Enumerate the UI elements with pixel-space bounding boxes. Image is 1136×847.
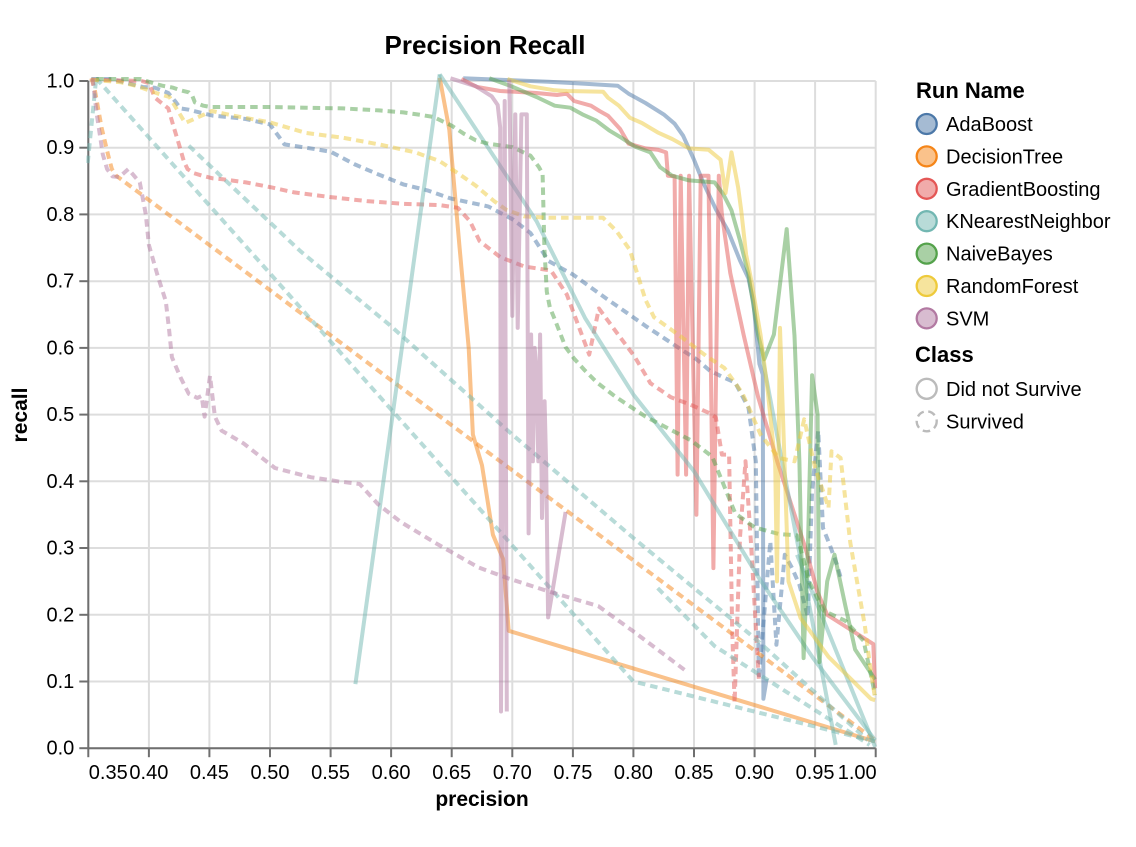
svg-text:0.7: 0.7 xyxy=(46,271,74,293)
svg-text:0.45: 0.45 xyxy=(190,762,229,784)
svg-text:0.65: 0.65 xyxy=(432,762,471,784)
svg-text:0.1: 0.1 xyxy=(46,671,74,693)
svg-text:0.35: 0.35 xyxy=(89,762,128,784)
svg-text:1.00: 1.00 xyxy=(838,762,877,784)
svg-text:0.5: 0.5 xyxy=(46,404,74,426)
svg-text:0.2: 0.2 xyxy=(46,604,74,626)
svg-text:0.80: 0.80 xyxy=(614,762,653,784)
svg-text:0.75: 0.75 xyxy=(553,762,592,784)
svg-text:0.50: 0.50 xyxy=(251,762,290,784)
svg-text:0.70: 0.70 xyxy=(493,762,532,784)
svg-text:precision: precision xyxy=(435,788,528,811)
svg-text:Did not Survive: Did not Survive xyxy=(946,379,1082,401)
svg-text:0.9: 0.9 xyxy=(46,137,74,159)
svg-text:Survived: Survived xyxy=(946,411,1024,433)
svg-text:1.0: 1.0 xyxy=(46,71,74,93)
svg-text:Run Name: Run Name xyxy=(916,78,1025,103)
svg-text:0.6: 0.6 xyxy=(46,337,74,359)
svg-text:GradientBoosting: GradientBoosting xyxy=(946,179,1101,201)
svg-text:0.0: 0.0 xyxy=(46,738,74,760)
svg-text:0.40: 0.40 xyxy=(129,762,168,784)
svg-text:KNearestNeighbor: KNearestNeighbor xyxy=(946,211,1111,233)
svg-text:recall: recall xyxy=(9,388,32,443)
svg-text:0.90: 0.90 xyxy=(735,762,774,784)
svg-text:Class: Class xyxy=(915,342,974,367)
svg-text:RandomForest: RandomForest xyxy=(946,276,1079,298)
svg-text:DecisionTree: DecisionTree xyxy=(946,146,1063,168)
svg-text:0.8: 0.8 xyxy=(46,204,74,226)
svg-text:0.55: 0.55 xyxy=(311,762,350,784)
svg-text:0.3: 0.3 xyxy=(46,538,74,560)
svg-text:NaiveBayes: NaiveBayes xyxy=(946,244,1053,266)
svg-text:0.4: 0.4 xyxy=(46,471,74,493)
svg-text:0.60: 0.60 xyxy=(372,762,411,784)
svg-text:0.85: 0.85 xyxy=(675,762,714,784)
svg-text:SVM: SVM xyxy=(946,308,989,330)
svg-text:AdaBoost: AdaBoost xyxy=(946,114,1033,136)
svg-text:Precision Recall: Precision Recall xyxy=(385,30,586,60)
svg-text:0.95: 0.95 xyxy=(796,762,835,784)
